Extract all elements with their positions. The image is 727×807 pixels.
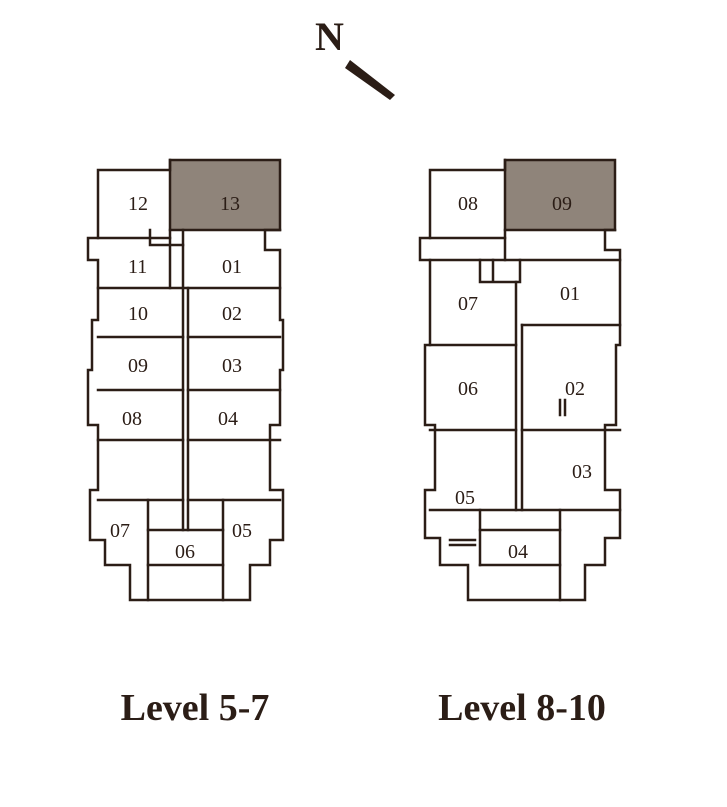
unit-label: 02 — [222, 303, 242, 325]
unit-label: 04 — [508, 541, 528, 563]
unit-label: 05 — [232, 520, 252, 542]
unit-label: 04 — [218, 408, 238, 430]
unit-label: 10 — [128, 303, 148, 325]
floorplan-diagram: N 12 13 11 01 10 02 09 03 08 04 07 06 05 Level 5-7 08 09… — [0, 0, 727, 802]
unit-label: 09 — [552, 193, 572, 215]
compass-letter: N — [315, 14, 344, 59]
unit-label: 09 — [128, 355, 148, 377]
plan-title: Level 5-7 — [121, 687, 270, 729]
unit-label: 11 — [128, 256, 147, 278]
unit-label: 05 — [455, 487, 475, 509]
unit-label: 08 — [458, 193, 478, 215]
unit-label: 01 — [222, 256, 242, 278]
unit-label: 13 — [220, 193, 240, 215]
unit-label: 08 — [122, 408, 142, 430]
unit-label: 03 — [222, 355, 242, 377]
unit-label: 02 — [565, 378, 585, 400]
unit-label: 01 — [560, 283, 580, 305]
unit-label: 03 — [572, 461, 592, 483]
unit-label: 12 — [128, 193, 148, 215]
unit-label: 07 — [110, 520, 130, 542]
unit-label: 06 — [175, 541, 195, 563]
unit-label: 07 — [458, 293, 478, 315]
plan-title: Level 8-10 — [438, 687, 606, 729]
unit-label: 06 — [458, 378, 478, 400]
